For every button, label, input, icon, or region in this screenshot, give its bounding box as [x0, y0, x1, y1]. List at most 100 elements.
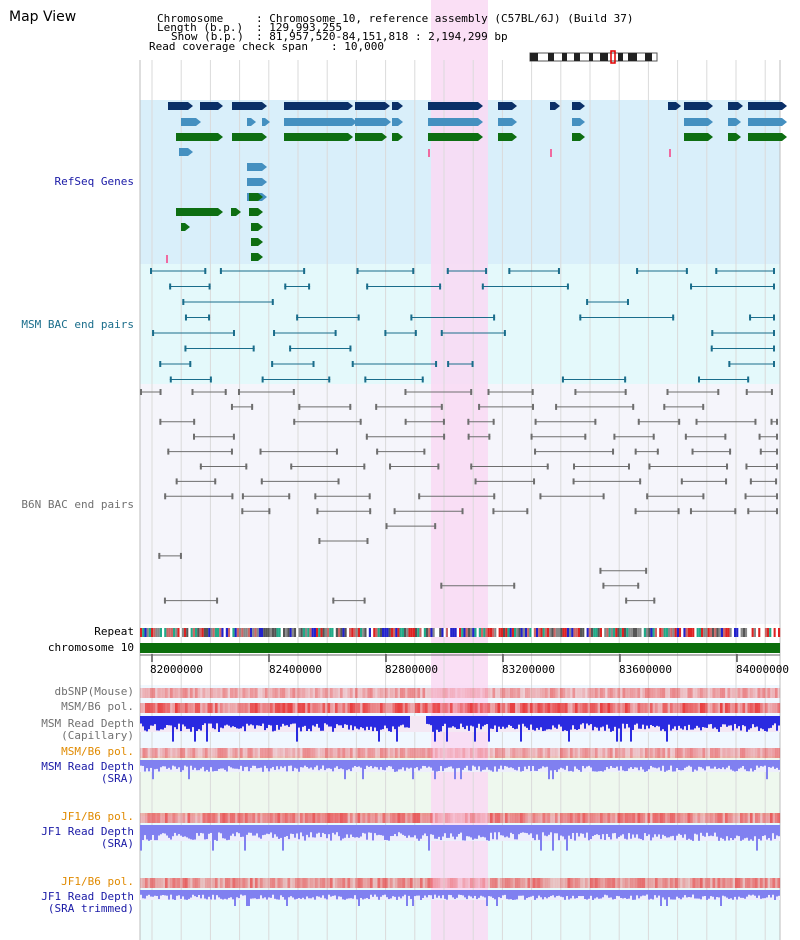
polymorphism-cell: [640, 813, 643, 823]
read-depth-bar: [288, 716, 290, 727]
repeat-element: [371, 628, 374, 637]
read-depth-bar: [288, 760, 290, 766]
polymorphism-cell: [402, 813, 406, 823]
repeat-element: [401, 628, 404, 637]
polymorphism-cell: [247, 813, 251, 823]
gene-strand-arrow: [218, 102, 223, 110]
read-depth-bar: [722, 716, 724, 725]
track-label-b6n-bac[interactable]: B6N BAC end pairs: [21, 498, 134, 511]
repeat-element: [494, 628, 497, 637]
track-label-jf1-pol-2[interactable]: JF1/B6 pol.: [61, 875, 134, 888]
read-depth-bar: [456, 716, 458, 729]
polymorphism-cell: [450, 688, 453, 698]
read-depth-bar: [590, 716, 592, 725]
repeat-element: [685, 628, 688, 637]
polymorphism-cell: [755, 748, 758, 758]
read-depth-bar: [562, 716, 564, 732]
read-depth-bar: [180, 890, 182, 899]
read-depth-bar: [714, 716, 716, 728]
polymorphism-cell: [745, 703, 748, 713]
polymorphism-cell: [650, 703, 653, 713]
polymorphism-cell: [410, 878, 413, 888]
read-depth-bar: [170, 760, 172, 770]
polymorphism-cell: [730, 688, 733, 698]
read-depth-bar: [218, 760, 220, 769]
polymorphism-cell: [370, 878, 373, 888]
track-label-msm-b6-pol[interactable]: MSM/B6 pol.: [61, 700, 134, 713]
read-depth-bar: [716, 760, 718, 770]
gene-exon: [179, 148, 188, 156]
bac-end-right: [335, 448, 338, 455]
polymorphism-cell: [205, 703, 208, 713]
repeat-element: [617, 628, 620, 637]
read-depth-bar: [318, 760, 320, 771]
bac-end-left: [314, 493, 317, 500]
repeat-element: [166, 628, 169, 637]
read-depth-bar: [692, 760, 694, 772]
polymorphism-cell: [297, 748, 301, 758]
repeat-element: [569, 628, 572, 637]
polymorphism-cell: [525, 813, 528, 823]
read-depth-bar: [740, 716, 742, 731]
polymorphism-cell: [665, 688, 668, 698]
read-depth-bar: [174, 825, 176, 833]
gene-small-marker: [428, 149, 430, 157]
track-label-msm-b6-pol-sra[interactable]: MSM/B6 pol.: [61, 745, 134, 758]
read-depth-bar: [388, 760, 390, 766]
read-depth-bar: [772, 760, 774, 767]
bac-end-right: [204, 268, 207, 274]
read-depth-bar: [418, 890, 420, 896]
read-depth-bar: [636, 716, 638, 724]
track-label-msm-depth[interactable]: MSM Read Depth: [41, 717, 134, 730]
track-label-jf1-sra[interactable]: JF1 Read Depth: [41, 825, 134, 838]
track-label-msm-sra[interactable]: MSM Read Depth: [41, 760, 134, 773]
polymorphism-cell: [560, 813, 563, 823]
read-depth-bar: [276, 890, 278, 900]
info-coverage-key: Read coverage check span: [149, 40, 308, 53]
read-depth-bar: [444, 890, 446, 899]
read-depth-bar: [442, 716, 444, 727]
bac-end-left: [193, 433, 196, 440]
read-depth-bar: [398, 760, 400, 770]
polymorphism-cell: [587, 703, 591, 713]
polymorphism-cell: [302, 688, 306, 698]
read-depth-bar: [714, 825, 716, 833]
read-depth-bar: [280, 760, 282, 767]
repeat-element: [701, 628, 704, 637]
read-depth-bar: [158, 825, 160, 836]
read-depth-bar: [360, 716, 362, 728]
bac-end-right: [533, 478, 536, 485]
polymorphism-cell: [530, 703, 533, 713]
gene-strand-arrow: [398, 118, 403, 126]
repeat-element: [498, 628, 501, 637]
read-depth-bar: [274, 760, 276, 770]
read-depth-bar: [356, 890, 358, 900]
track-label-dbsnp[interactable]: dbSNP(Mouse): [54, 685, 134, 698]
gene-exon: [284, 118, 348, 126]
polymorphism-cell: [262, 688, 266, 698]
polymorphism-cell: [380, 813, 383, 823]
polymorphism-cell: [605, 748, 608, 758]
track-label-refseq[interactable]: RefSeq Genes: [54, 175, 134, 188]
polymorphism-cell: [772, 748, 776, 758]
repeat-element: [426, 628, 429, 637]
track-label-jf1-pol[interactable]: JF1/B6 pol.: [61, 810, 134, 823]
track-label-jf1-trim[interactable]: JF1 Read Depth: [41, 890, 134, 903]
read-depth-bar: [656, 760, 658, 769]
read-depth-bar: [512, 716, 514, 728]
read-depth-bar: [226, 890, 228, 900]
track-label-msm-bac[interactable]: MSM BAC end pairs: [21, 318, 134, 331]
read-depth-bar: [244, 716, 246, 732]
polymorphism-cell: [437, 878, 441, 888]
polymorphism-cell: [495, 878, 498, 888]
read-depth-bar: [332, 760, 334, 772]
read-depth-bar: [216, 890, 218, 896]
polymorphism-cell: [375, 688, 378, 698]
repeat-element: [549, 628, 552, 637]
read-depth-bar: [710, 890, 712, 897]
polymorphism-cell: [357, 703, 361, 713]
polymorphism-cell: [185, 703, 188, 713]
ideogram-band: [589, 53, 593, 61]
polymorphism-cell: [422, 688, 426, 698]
